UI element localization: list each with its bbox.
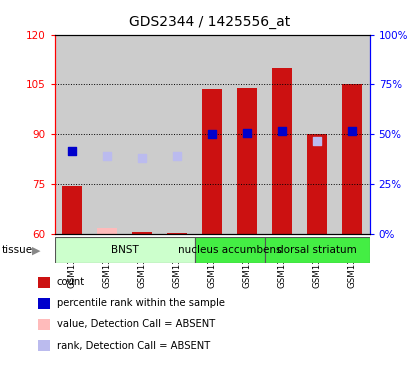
- Text: GDS2344 / 1425556_at: GDS2344 / 1425556_at: [129, 15, 291, 29]
- Text: nucleus accumbens: nucleus accumbens: [178, 245, 281, 255]
- Point: [279, 128, 286, 134]
- Bar: [194, 237, 265, 263]
- Bar: [307, 134, 327, 234]
- Point: [349, 128, 355, 134]
- Text: percentile rank within the sample: percentile rank within the sample: [57, 298, 225, 308]
- Text: value, Detection Call = ABSENT: value, Detection Call = ABSENT: [57, 319, 215, 329]
- Bar: [202, 89, 222, 234]
- Bar: [273, 68, 292, 234]
- Text: ▶: ▶: [32, 245, 41, 255]
- Bar: [194, 35, 230, 234]
- Text: count: count: [57, 277, 85, 287]
- Point: [174, 153, 181, 159]
- Bar: [237, 88, 257, 234]
- Bar: [63, 186, 82, 234]
- Bar: [132, 232, 152, 234]
- Bar: [265, 237, 370, 263]
- Point: [244, 130, 250, 136]
- Bar: [55, 237, 194, 263]
- Bar: [55, 35, 89, 234]
- Text: rank, Detection Call = ABSENT: rank, Detection Call = ABSENT: [57, 341, 210, 351]
- Bar: [299, 35, 335, 234]
- Text: BNST: BNST: [111, 245, 139, 255]
- Bar: [125, 35, 160, 234]
- Text: tissue: tissue: [2, 245, 33, 255]
- Bar: [89, 35, 125, 234]
- Bar: [168, 233, 187, 234]
- Point: [314, 138, 320, 144]
- Bar: [342, 84, 362, 234]
- Bar: [97, 228, 117, 234]
- Bar: [230, 35, 265, 234]
- Point: [209, 131, 215, 137]
- Bar: [335, 35, 370, 234]
- Point: [104, 153, 110, 159]
- Bar: [265, 35, 299, 234]
- Point: [139, 155, 145, 161]
- Text: dorsal striatum: dorsal striatum: [277, 245, 357, 255]
- Point: [69, 148, 76, 154]
- Bar: [160, 35, 194, 234]
